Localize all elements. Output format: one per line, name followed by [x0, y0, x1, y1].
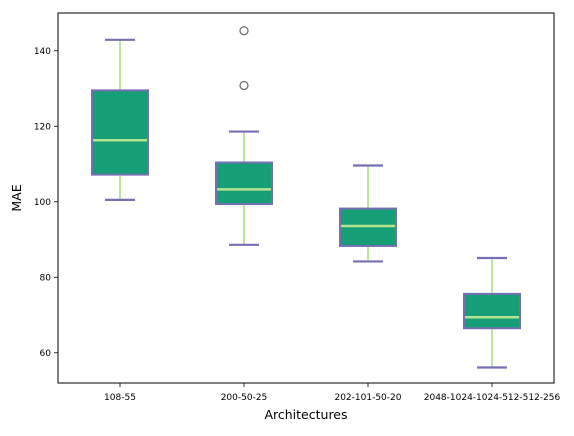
x-axis: 108-55 200-50-25 202-101-50-20 2048-1024-10… [104, 383, 561, 403]
y-axis-label: MAE [9, 184, 24, 211]
box-2048-1024-1024-512-512-256 [463, 256, 521, 369]
y-tick-label: 140 [34, 47, 51, 57]
x-axis-label: Architectures [264, 407, 347, 422]
y-tick-label: 60 [40, 349, 52, 359]
outlier-point [239, 26, 249, 36]
box-202-101-50-20 [339, 164, 397, 263]
box-108-55 [91, 38, 149, 201]
box-body [463, 292, 521, 330]
y-tick-label: 120 [34, 122, 51, 132]
outlier-point [239, 80, 249, 91]
x-tick-label: 2048-1024-1024-512-512-256 [424, 393, 561, 403]
boxes-layer [91, 26, 521, 369]
x-tick-label: 200-50-25 [221, 393, 268, 403]
box-200-50-25 [215, 26, 273, 246]
box-body [91, 89, 149, 176]
x-tick-label: 202-101-50-20 [334, 393, 401, 403]
y-tick-label: 100 [34, 198, 51, 208]
box-body [339, 207, 397, 247]
x-tick-label: 108-55 [104, 393, 136, 403]
box-body [215, 161, 273, 206]
y-tick-label: 80 [40, 273, 52, 283]
y-axis: 60 80 100 120 140 [34, 47, 58, 359]
